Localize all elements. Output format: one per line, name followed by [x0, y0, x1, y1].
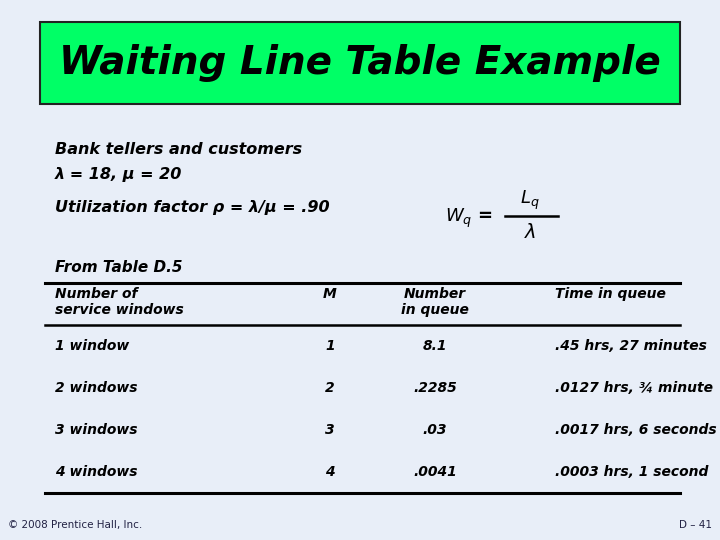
Text: Utilization factor ρ = λ/μ = .90: Utilization factor ρ = λ/μ = .90 — [55, 200, 330, 215]
Text: M: M — [323, 287, 337, 301]
Text: D – 41: D – 41 — [679, 520, 712, 530]
Text: .0017 hrs, 6 seconds: .0017 hrs, 6 seconds — [555, 423, 716, 437]
Text: 3: 3 — [325, 423, 335, 437]
Text: 1: 1 — [325, 339, 335, 353]
Text: Number: Number — [404, 287, 466, 301]
FancyBboxPatch shape — [40, 22, 680, 104]
Text: Waiting Line Table Example: Waiting Line Table Example — [59, 44, 661, 82]
Text: 1 window: 1 window — [55, 339, 130, 353]
Text: Bank tellers and customers: Bank tellers and customers — [55, 142, 302, 157]
Text: 8.1: 8.1 — [423, 339, 447, 353]
Text: .0127 hrs, ¾ minute: .0127 hrs, ¾ minute — [555, 381, 713, 395]
Text: $\lambda$: $\lambda$ — [524, 224, 536, 242]
Text: 2: 2 — [325, 381, 335, 395]
Text: .0003 hrs, 1 second: .0003 hrs, 1 second — [555, 465, 708, 479]
Text: $\mathit{L}_{\mathit{q}}$: $\mathit{L}_{\mathit{q}}$ — [521, 188, 540, 212]
Text: .2285: .2285 — [413, 381, 457, 395]
Text: 4: 4 — [325, 465, 335, 479]
Text: λ = 18, μ = 20: λ = 18, μ = 20 — [55, 167, 182, 182]
Text: .45 hrs, 27 minutes: .45 hrs, 27 minutes — [555, 339, 707, 353]
Text: service windows: service windows — [55, 303, 184, 317]
Text: .03: .03 — [423, 423, 447, 437]
Text: From Table D.5: From Table D.5 — [55, 260, 182, 275]
Text: Time in queue: Time in queue — [555, 287, 666, 301]
Text: $\mathit{W}_{\mathit{q}}$ =: $\mathit{W}_{\mathit{q}}$ = — [445, 206, 492, 230]
Text: in queue: in queue — [401, 303, 469, 317]
Text: 3 windows: 3 windows — [55, 423, 138, 437]
Text: 2 windows: 2 windows — [55, 381, 138, 395]
Text: 4 windows: 4 windows — [55, 465, 138, 479]
Text: .0041: .0041 — [413, 465, 457, 479]
Text: © 2008 Prentice Hall, Inc.: © 2008 Prentice Hall, Inc. — [8, 520, 143, 530]
Text: Number of: Number of — [55, 287, 138, 301]
